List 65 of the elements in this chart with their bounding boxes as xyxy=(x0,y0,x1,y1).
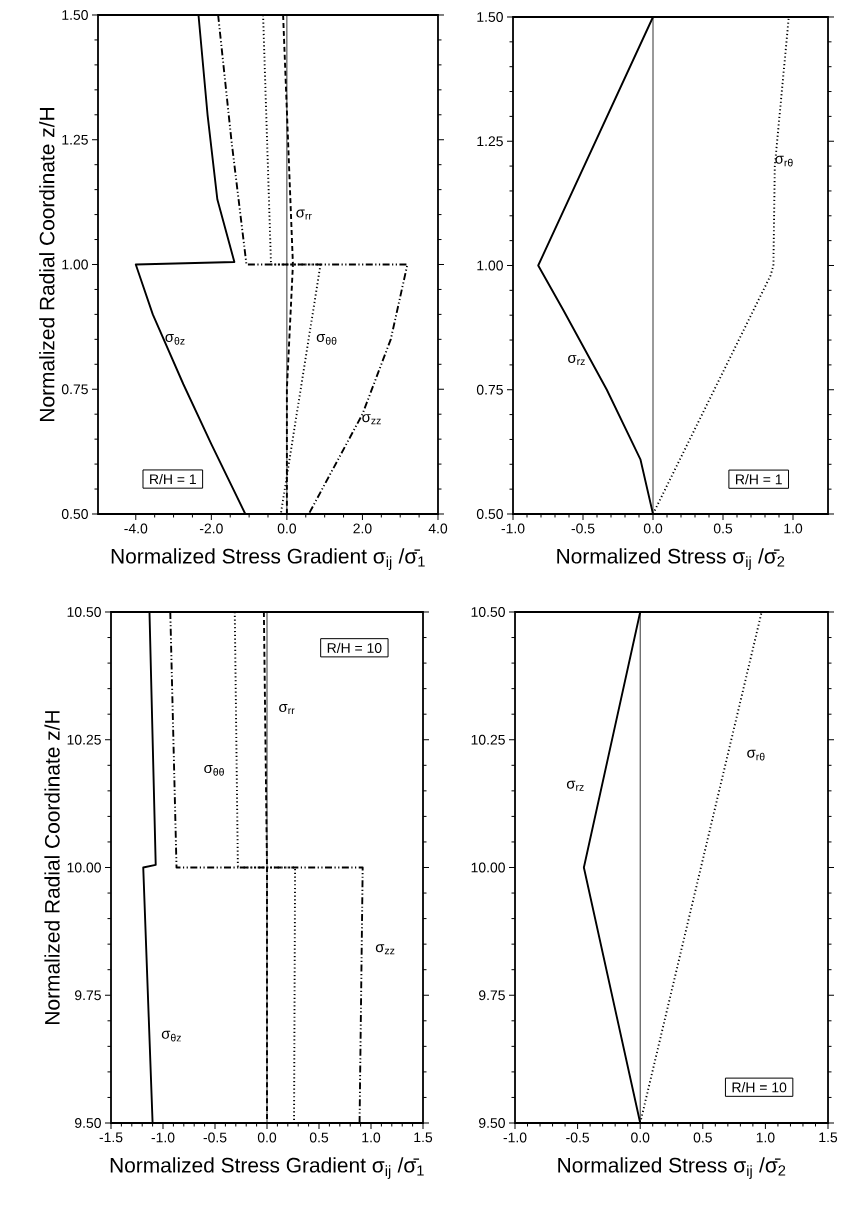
annotation: R/H = 10 xyxy=(327,642,382,653)
x-tick-label: 1.5 xyxy=(414,1132,433,1143)
annotation: R/H = 1 xyxy=(736,474,782,485)
annotation: σ$_{θθ}$ xyxy=(316,334,337,345)
x-tick-label: -1.0 xyxy=(501,523,525,534)
x-axis-title: Normalized Stress σ$_{ij}$ /σ̄$_{2}$ xyxy=(558,1157,786,1179)
y-tick-label: 0.75 xyxy=(61,384,88,395)
x-tick-label: 4.0 xyxy=(428,523,448,534)
x-tick-label: -4.0 xyxy=(124,523,148,534)
x-tick-label: -0.5 xyxy=(571,523,595,534)
x-tick-label: -2.0 xyxy=(199,523,223,534)
x-tick-label: -1.0 xyxy=(151,1132,175,1143)
x-tick-label: 0.5 xyxy=(713,523,733,534)
y-tick-label: 9.50 xyxy=(74,1118,101,1128)
annotation: σ$_{θz}$ xyxy=(161,1030,181,1042)
y-tick-label: 1.00 xyxy=(477,260,503,271)
y-tick-label: 0.50 xyxy=(61,509,88,519)
x-tick-label: 0.0 xyxy=(643,523,663,534)
y-tick-label: 1.25 xyxy=(477,136,503,147)
annotation: R/H = 1 xyxy=(150,473,196,485)
annotation: σ$_{rθ}$ xyxy=(775,155,793,167)
x-tick-label: 1.0 xyxy=(756,1132,775,1143)
annotation: R/H = 10 xyxy=(732,1082,787,1093)
x-tick-label: -0.5 xyxy=(203,1132,227,1143)
y-tick-label: 10.50 xyxy=(471,607,505,617)
y-tick-label: 10.50 xyxy=(67,607,101,617)
annotation: σ$_{θz}$ xyxy=(165,334,185,345)
y-tick-label: 1.50 xyxy=(477,12,503,22)
x-tick-label: 0.5 xyxy=(309,1132,329,1143)
y-axis-title: Normalized Radial Coordinate z/H xyxy=(39,108,55,421)
y-tick-label: 9.75 xyxy=(478,990,505,1001)
x-tick-label: 0.0 xyxy=(631,1132,650,1143)
annotation: σ$_{rr}$ xyxy=(296,209,312,220)
x-tick-label: -1.0 xyxy=(503,1132,527,1143)
annotation: σ$_{zz}$ xyxy=(375,944,395,955)
y-tick-label: 0.50 xyxy=(476,509,503,519)
y-tick-label: 1.25 xyxy=(62,134,88,145)
y-tick-label: 9.50 xyxy=(478,1118,505,1128)
x-tick-label: 2.0 xyxy=(353,523,372,534)
x-axis-title: Normalized Stress Gradient σ$_{ij}$ /σ̄$_{1}$ xyxy=(110,1157,424,1179)
y-tick-label: 10.00 xyxy=(471,862,505,873)
annotation: σ$_{rr}$ xyxy=(279,704,295,715)
y-tick-label: 1.00 xyxy=(62,259,88,270)
x-tick-label: 0.0 xyxy=(257,1132,277,1143)
x-tick-label: 1.0 xyxy=(784,523,803,534)
annotation: σ$_{rθ}$ xyxy=(747,749,765,761)
annotation: σ$_{rz}$ xyxy=(566,780,584,791)
x-axis-title: Normalized Stress Gradient σ$_{ij}$ /σ̄$_{1}$ xyxy=(111,548,425,570)
annotation: σ$_{zz}$ xyxy=(362,414,381,425)
x-tick-label: -1.5 xyxy=(99,1132,123,1143)
annotation: σ$_{θθ}$ xyxy=(204,765,224,776)
x-axis-title: Normalized Stress σ$_{ij}$ /σ̄$_{2}$ xyxy=(557,548,785,570)
x-tick-label: 1.5 xyxy=(819,1132,838,1143)
y-tick-label: 10.00 xyxy=(67,862,101,873)
x-tick-label: -0.5 xyxy=(566,1132,590,1143)
x-tick-label: 1.0 xyxy=(362,1132,381,1143)
y-axis-title: Normalized Radial Coordinate z/H xyxy=(44,711,60,1024)
annotation: σ$_{rz}$ xyxy=(568,354,585,365)
y-tick-label: 10.25 xyxy=(67,734,101,745)
y-tick-label: 1.50 xyxy=(62,10,88,20)
y-tick-label: 9.75 xyxy=(74,990,101,1001)
x-tick-label: 0.5 xyxy=(693,1132,712,1143)
x-tick-label: 0.0 xyxy=(277,523,297,534)
y-tick-label: 10.25 xyxy=(471,734,505,745)
y-tick-label: 0.75 xyxy=(476,384,503,395)
